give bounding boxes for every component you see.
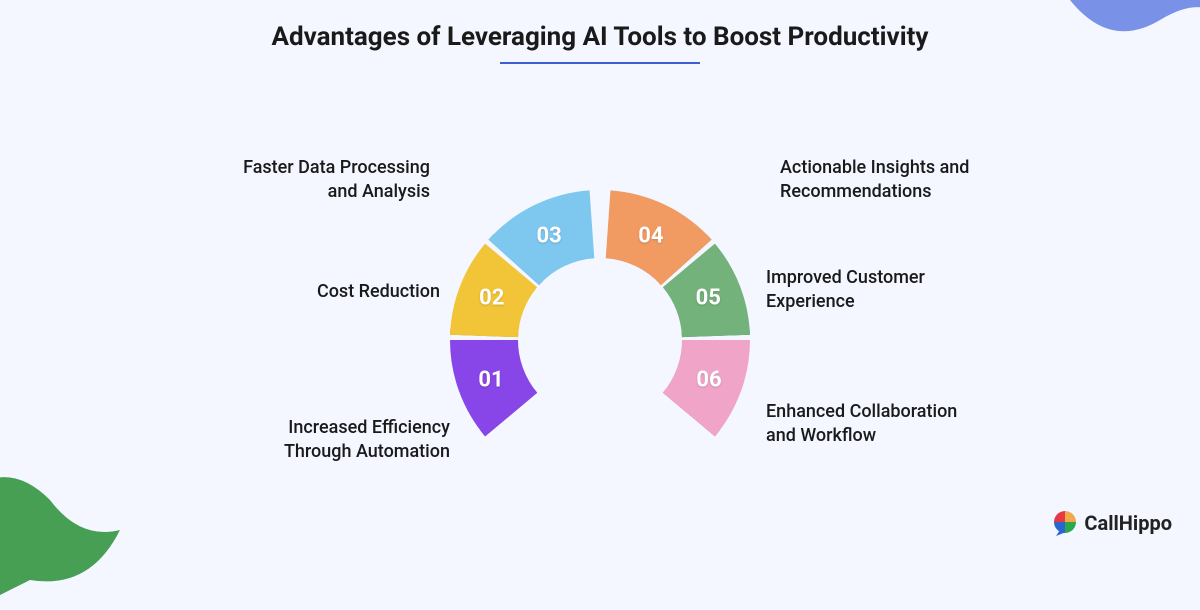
corner-decor-tr [1070, 0, 1200, 80]
brand: CallHippo [1052, 510, 1172, 536]
corner-decor-bl [0, 450, 130, 610]
segment-number-01: 01 [478, 367, 503, 392]
segment-number-06: 06 [696, 367, 721, 392]
title-underline [500, 62, 700, 64]
brand-logo-icon [1052, 510, 1078, 536]
segment-label-03: Faster Data Processingand Analysis [170, 156, 430, 205]
segment-number-03: 03 [537, 223, 562, 248]
segment-number-04: 04 [638, 223, 663, 248]
brand-name: CallHippo [1084, 511, 1172, 535]
segment-label-02: Cost Reduction [220, 280, 440, 304]
donut-chart: 01 Increased EfficiencyThrough Automation… [0, 120, 1200, 540]
segment-number-02: 02 [479, 286, 504, 311]
segment-number-05: 05 [696, 286, 721, 311]
segment-label-05: Improved CustomerExperience [766, 266, 1006, 315]
page-title: Advantages of Leveraging AI Tools to Boo… [0, 0, 1200, 52]
segment-label-06: Enhanced Collaborationand Workflow [766, 400, 1026, 449]
segment-label-01: Increased EfficiencyThrough Automation [220, 416, 450, 465]
segment-label-04: Actionable Insights andRecommendations [780, 156, 1040, 205]
